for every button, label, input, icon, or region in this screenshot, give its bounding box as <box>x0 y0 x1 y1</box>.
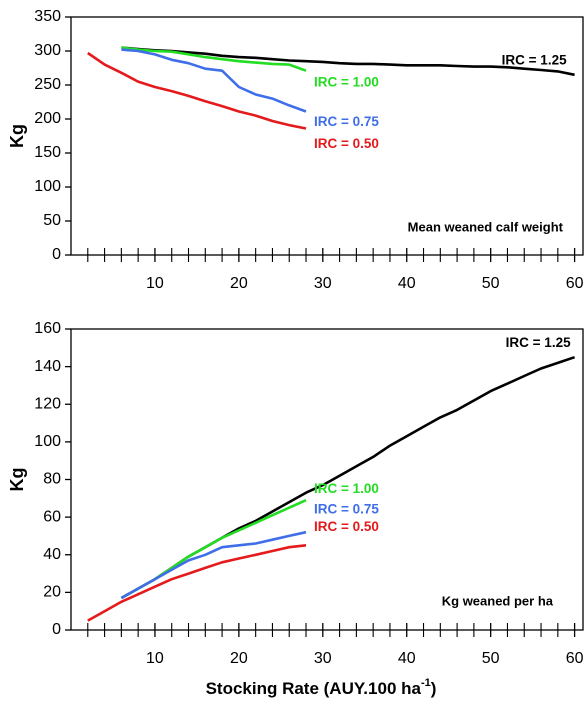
x-tick-label: 30 <box>314 650 332 667</box>
y-tick-label: 40 <box>43 546 61 563</box>
series-line <box>121 46 307 72</box>
annotation: Kg weaned per ha <box>442 593 554 608</box>
series-label: IRC = 1.25 <box>502 52 567 67</box>
series-label: IRC = 1.00 <box>314 74 379 89</box>
series-line <box>87 51 307 130</box>
series-line <box>120 355 576 600</box>
y-tick-label: 120 <box>34 395 61 412</box>
x-tick-label: 40 <box>398 275 416 292</box>
y-tick-label: 100 <box>34 178 61 195</box>
y-tick-label: 140 <box>34 358 61 375</box>
x-tick-label: 40 <box>398 650 416 667</box>
y-tick-label: 0 <box>52 246 61 263</box>
series-label: IRC = 0.75 <box>314 502 379 517</box>
y-axis-label: Kg <box>7 468 27 492</box>
series-line <box>87 544 307 622</box>
series-line <box>121 46 575 77</box>
x-tick-label: 60 <box>566 275 584 292</box>
series-label: IRC = 0.50 <box>314 519 379 534</box>
y-axis-label: Kg <box>7 124 27 148</box>
x-tick-label: 20 <box>230 275 248 292</box>
y-tick-label: 60 <box>43 508 61 525</box>
y-tick-label: 350 <box>34 8 61 25</box>
x-tick-label: 50 <box>482 275 500 292</box>
x-tick-label: 10 <box>146 275 164 292</box>
plot-frame <box>70 328 584 631</box>
y-tick-label: 160 <box>34 320 61 337</box>
x-label-main: Stocking Rate (AUY.100 ha <box>206 679 422 698</box>
y-tick-label: 300 <box>34 42 61 59</box>
series-line <box>121 48 307 113</box>
y-tick-label: 80 <box>43 471 61 488</box>
y-tick-label: 250 <box>34 76 61 93</box>
x-label-sup: -1 <box>421 677 431 689</box>
annotation: Mean weaned calf weight <box>408 219 564 234</box>
series-line <box>120 530 307 600</box>
x-label-end: ) <box>431 679 437 698</box>
x-tick-label: 30 <box>314 275 332 292</box>
y-tick-label: 50 <box>43 212 61 229</box>
x-tick-label: 20 <box>230 650 248 667</box>
series-label: IRC = 0.50 <box>314 136 379 151</box>
x-tick-label: 50 <box>482 650 500 667</box>
x-tick-label: 60 <box>566 650 584 667</box>
y-tick-label: 150 <box>34 144 61 161</box>
y-tick-label: 20 <box>43 584 61 601</box>
y-tick-label: 100 <box>34 433 61 450</box>
plot-frame <box>70 16 584 256</box>
x-tick-label: 10 <box>146 650 164 667</box>
series-label: IRC = 1.00 <box>314 481 379 496</box>
series-label: IRC = 1.25 <box>506 335 571 350</box>
x-axis-label: Stocking Rate (AUY.100 ha-1) <box>206 677 437 699</box>
y-tick-label: 200 <box>34 110 61 127</box>
y-tick-label: 0 <box>52 621 61 638</box>
series-label: IRC = 0.75 <box>314 114 379 129</box>
